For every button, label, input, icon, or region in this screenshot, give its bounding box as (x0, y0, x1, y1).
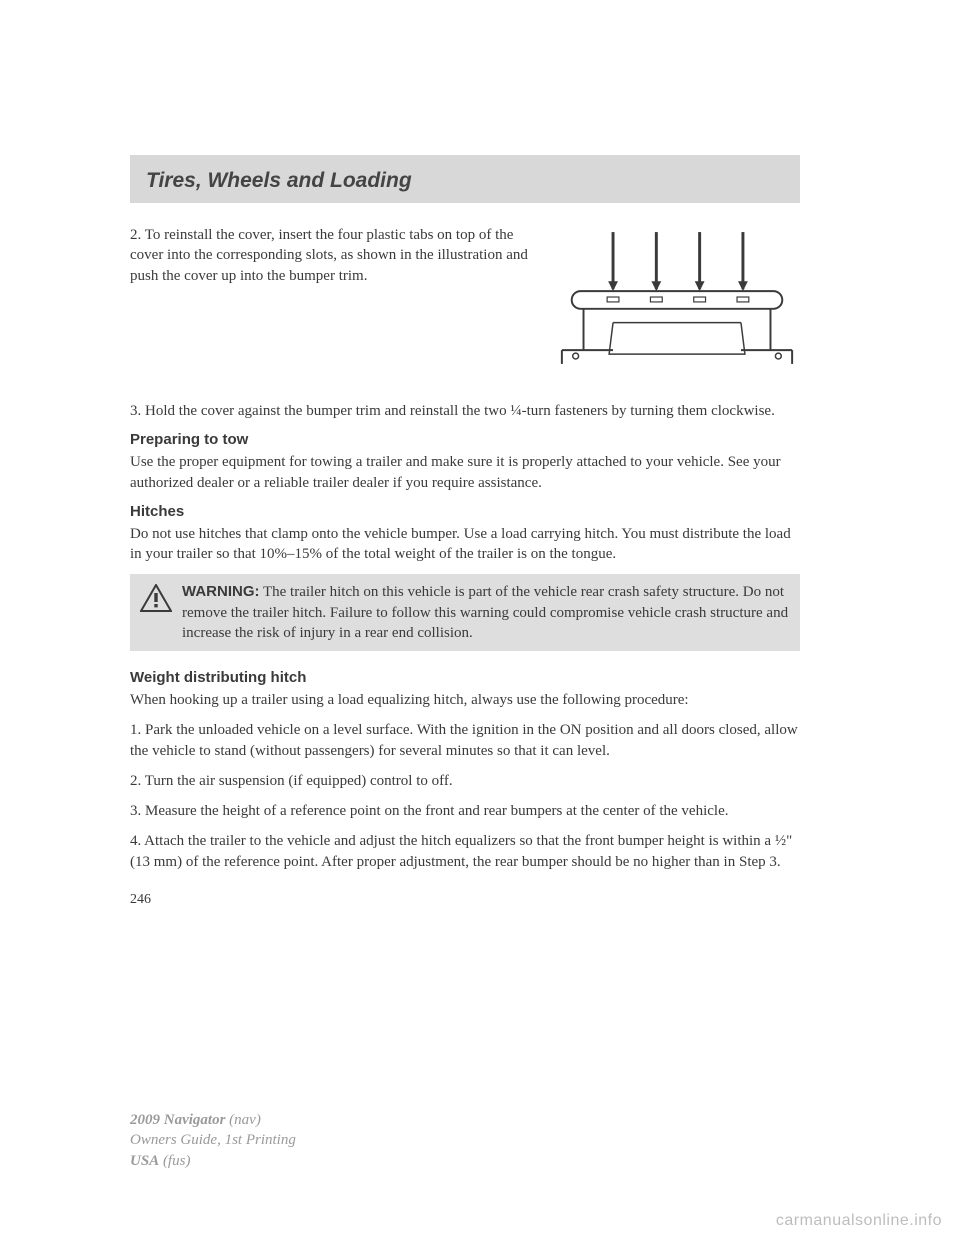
footer-line3: USA (fus) (130, 1151, 296, 1171)
warning-icon (140, 584, 172, 612)
step2-row: 2. To reinstall the cover, insert the fo… (130, 223, 800, 373)
footer-model: 2009 Navigator (130, 1112, 225, 1128)
warning-text: WARNING: The trailer hitch on this vehic… (182, 582, 790, 643)
hitches-body: Do not use hitches that clamp onto the v… (130, 524, 800, 565)
page: Tires, Wheels and Loading 2. To reinstal… (0, 0, 960, 1242)
bumper-illustration (554, 223, 800, 373)
section-header: Tires, Wheels and Loading (130, 155, 800, 203)
warning-body: The trailer hitch on this vehicle is par… (182, 584, 788, 641)
wdh-step3: 3. Measure the height of a reference poi… (130, 801, 800, 821)
wdh-intro: When hooking up a trailer using a load e… (130, 690, 800, 710)
footer-line2: Owners Guide, 1st Printing (130, 1130, 296, 1150)
warning-label: WARNING: (182, 583, 260, 600)
content-area: Tires, Wheels and Loading 2. To reinstal… (130, 155, 800, 908)
wdh-step1: 1. Park the unloaded vehicle on a level … (130, 720, 800, 761)
footer-region: USA (130, 1153, 159, 1169)
footer-code2: (fus) (159, 1153, 190, 1169)
footer-line1: 2009 Navigator (nav) (130, 1110, 296, 1130)
watermark: carmanualsonline.info (776, 1212, 942, 1230)
wdh-heading: Weight distributing hitch (130, 669, 800, 686)
preparing-body: Use the proper equipment for towing a tr… (130, 452, 800, 493)
step2-text: 2. To reinstall the cover, insert the fo… (130, 223, 542, 373)
warning-box: WARNING: The trailer hitch on this vehic… (130, 574, 800, 651)
wdh-step4: 4. Attach the trailer to the vehicle and… (130, 831, 800, 872)
footer: 2009 Navigator (nav) Owners Guide, 1st P… (130, 1110, 296, 1171)
wdh-step2: 2. Turn the air suspension (if equipped)… (130, 771, 800, 791)
preparing-heading: Preparing to tow (130, 431, 800, 448)
step3-text: 3. Hold the cover against the bumper tri… (130, 401, 800, 421)
hitches-heading: Hitches (130, 503, 800, 520)
section-title: Tires, Wheels and Loading (146, 169, 784, 193)
footer-code1: (nav) (225, 1112, 260, 1128)
page-number: 246 (130, 892, 800, 908)
